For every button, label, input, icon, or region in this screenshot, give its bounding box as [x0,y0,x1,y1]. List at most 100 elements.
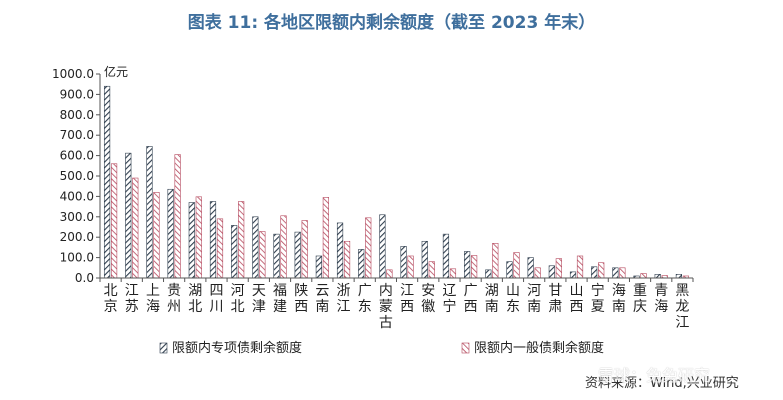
y-axis: 0.0 100.0 200.0 300.0 400.0 500.0 600.0 700.0 80… [52,67,101,285]
x-tick-label: 河北 [231,283,245,315]
source-note: 资料来源：Wind,兴业研究 [585,376,739,391]
bar-general-bond [365,217,372,279]
bar-special-bond [675,274,683,279]
x-tick-label: 广东 [358,283,372,315]
bar-general-bond [576,255,584,279]
legend-label: 限额内一般债剩余额度 [474,340,604,356]
bar-special-bond [125,152,132,279]
bar-general-bond [619,267,626,279]
bar-special-bond [167,188,174,279]
x-tick-label: 江苏 [125,283,139,315]
y-axis-label: 亿元 [104,64,128,79]
chart-title: 图表 11: 各地区限额内剩余额度（截至 2023 年末） [187,13,596,33]
x-tick-label: 陕西 [294,283,308,315]
bar-special-bond [294,231,301,279]
x-tick-label: 安徽 [421,283,435,315]
bar-general-bond [386,269,393,279]
x-tick-label: 天津 [252,283,266,315]
bar-general-bond [513,252,520,279]
bar-special-bond [591,266,598,279]
bar-special-bond [209,201,217,279]
y-tick-label: 900.0 [60,87,94,101]
x-tick-label: 黑龙江 [675,283,689,331]
x-tick-label: 广西 [464,283,478,315]
y-tick-label: 300.0 [60,210,94,224]
x-tick-label: 上海 [146,283,160,315]
bars [103,85,690,279]
bar-general-bond [598,262,605,279]
bar-general-bond [110,163,118,279]
bar-special-bond [315,255,322,279]
bar-special-bond [442,233,450,279]
y-tick-label: 1000.0 [52,67,94,81]
x-tick-label: 海南 [612,283,626,315]
bar-special-bond [231,225,238,279]
bar-special-bond [400,246,407,279]
bar-special-bond [527,257,534,279]
x-tick-label: 四川 [209,283,223,315]
bar-special-bond [336,222,344,279]
x-tick-label: 辽宁 [442,283,456,315]
legend-swatch [159,342,168,354]
y-tick-label: 400.0 [60,189,94,203]
bar-general-bond [407,255,414,279]
bar-general-bond [343,240,351,279]
watermark: 雪球：兔兔研究 [598,366,711,385]
bar-general-bond [153,192,160,279]
bar-general-bond [555,258,562,279]
bar-special-bond [464,251,471,279]
bar-general-bond [174,154,181,279]
y-tick-label: 100.0 [60,251,94,265]
legend-swatch [461,342,470,354]
bar-special-bond [358,249,365,279]
bar-general-bond [640,273,647,279]
bar-special-bond [654,274,661,279]
y-tick-label: 500.0 [60,169,94,183]
x-tick-label: 江西 [400,283,414,315]
x-tick-label: 贵州 [167,283,181,315]
x-tick-label: 甘肃 [548,283,562,315]
y-tick-label: 700.0 [60,128,94,142]
bar-special-bond [188,202,195,279]
bar-general-bond [301,220,308,279]
bar-general-bond [492,243,499,279]
bar-special-bond [612,267,619,279]
bar-special-bond [273,233,280,279]
y-tick-label: 0.0 [75,271,94,285]
legend: 限额内专项债剩余额度 限额内一般债剩余额度 [159,340,604,356]
legend-label: 限额内专项债剩余额度 [172,340,302,356]
y-tick-label: 800.0 [60,108,94,122]
x-tick-label: 北京 [104,283,118,315]
bar-general-bond [216,218,224,279]
x-tick-label: 湖北 [188,283,202,315]
bar-special-bond [421,240,428,279]
bar-general-bond [471,255,478,279]
x-tick-label: 重庆 [633,283,647,315]
bar-general-bond [259,231,266,279]
bar-special-bond [485,269,492,279]
bar-special-bond [569,271,577,279]
y-tick-label: 600.0 [60,149,94,163]
bar-general-bond [132,177,139,279]
bar-special-bond [548,265,555,279]
bar-general-bond [280,215,287,279]
x-tick-label: 宁夏 [591,282,605,315]
bar-special-bond [506,261,513,279]
x-tick-label: 浙江 [337,283,351,315]
bar-general-bond [534,267,541,279]
x-axis: 北京江苏上海贵州湖北四川河北天津福建陕西云南浙江广东内蒙古江西安徽辽宁广西湖南山… [99,277,694,331]
x-tick-label: 山西 [570,283,584,315]
bar-general-bond [322,197,329,279]
x-tick-label: 河南 [527,283,541,315]
bar-general-bond [449,268,457,279]
bar-general-bond [238,201,245,279]
x-tick-label: 云南 [315,283,329,315]
x-tick-label: 湖南 [485,283,499,315]
bar-special-bond [146,146,153,279]
x-tick-label: 青海 [654,283,668,315]
x-tick-label: 山东 [506,283,520,315]
bar-special-bond [252,216,259,279]
bar-general-bond [195,196,202,279]
bar-special-bond [379,214,386,279]
